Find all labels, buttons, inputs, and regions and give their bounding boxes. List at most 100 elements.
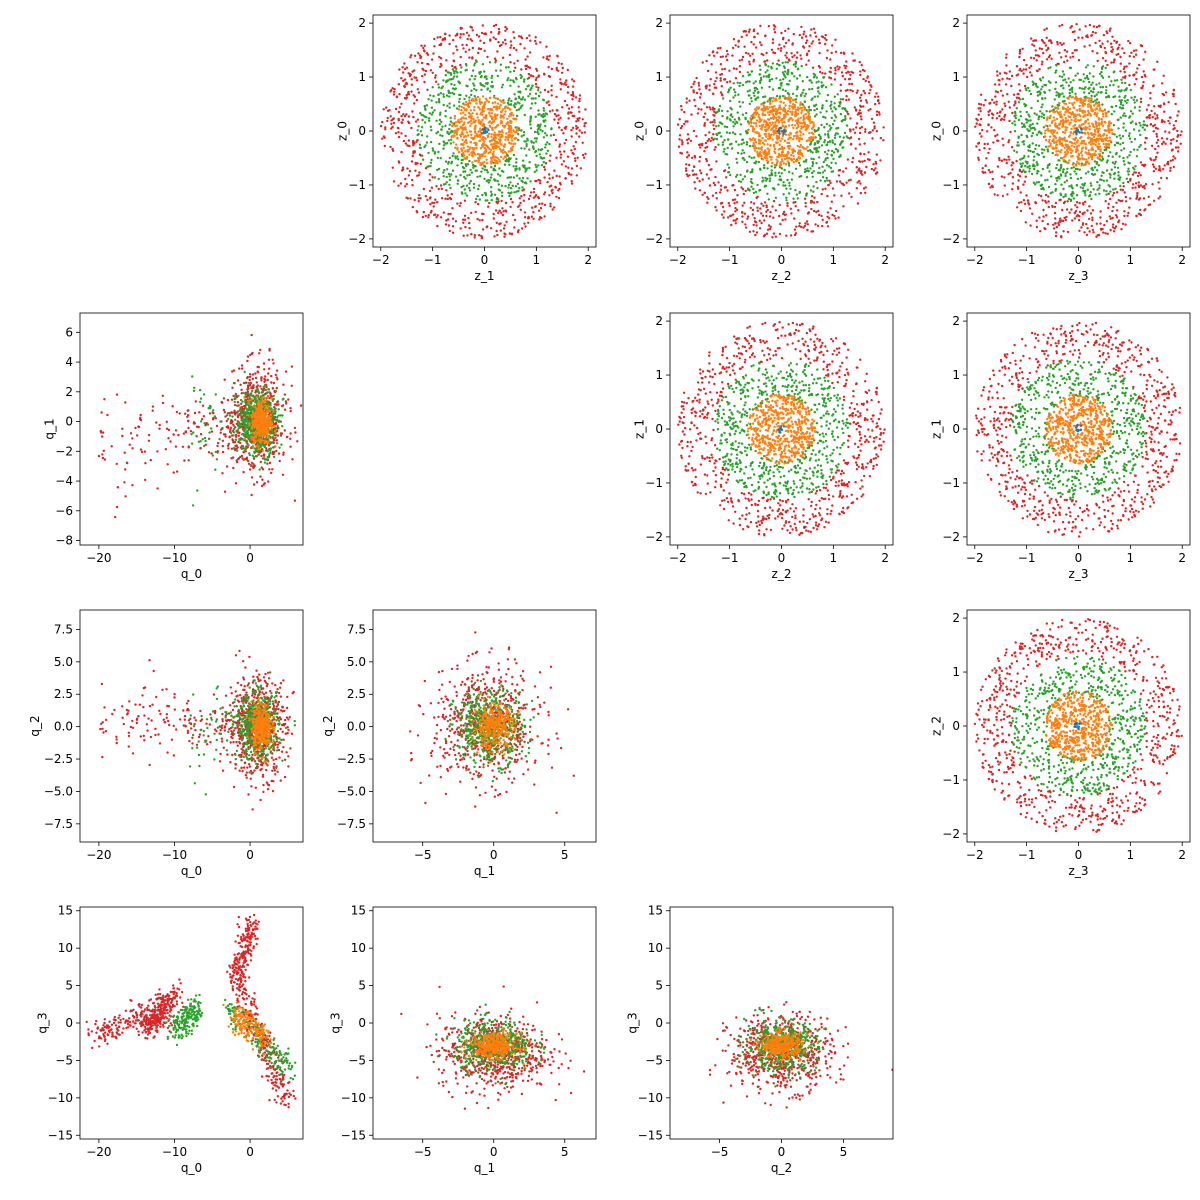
point-series-1 <box>1048 89 1051 92</box>
point-series-0 <box>676 123 680 126</box>
point-series-0 <box>987 123 990 126</box>
point-series-1 <box>466 174 469 177</box>
point-series-0 <box>1025 194 1028 197</box>
point-series-0 <box>812 201 816 204</box>
point-series-0 <box>397 83 400 86</box>
point-series-0 <box>1165 137 1169 140</box>
point-series-2 <box>802 146 805 150</box>
point-series-1 <box>764 62 767 66</box>
point-series-1 <box>832 157 835 161</box>
point-series-0 <box>716 51 719 54</box>
point-series-1 <box>1026 166 1029 169</box>
point-series-2 <box>469 109 472 112</box>
point-series-0 <box>686 151 689 154</box>
point-series-0 <box>724 55 728 58</box>
point-series-2 <box>457 150 461 154</box>
point-series-0 <box>979 93 983 97</box>
point-series-0 <box>548 110 552 113</box>
point-series-1 <box>454 155 457 158</box>
point-series-1 <box>458 100 461 104</box>
point-series-0 <box>713 86 717 89</box>
point-series-0 <box>576 156 579 159</box>
point-series-0 <box>1113 39 1116 42</box>
point-series-1 <box>445 181 448 184</box>
point-series-0 <box>550 84 553 88</box>
point-series-0 <box>1039 230 1042 233</box>
point-series-0 <box>759 24 762 28</box>
point-series-0 <box>748 230 752 233</box>
point-series-1 <box>1039 110 1042 113</box>
point-series-1 <box>1104 91 1108 95</box>
point-series-1 <box>542 119 545 122</box>
point-series-0 <box>753 217 756 220</box>
point-series-1 <box>815 107 819 111</box>
point-series-0 <box>1028 207 1032 210</box>
point-series-0 <box>407 115 411 118</box>
point-series-0 <box>434 198 437 201</box>
point-series-1 <box>1095 98 1099 101</box>
point-series-0 <box>833 214 836 218</box>
point-series-0 <box>1142 58 1145 61</box>
point-series-2 <box>471 137 475 140</box>
point-series-2 <box>798 129 802 133</box>
point-series-1 <box>478 198 482 201</box>
point-series-0 <box>994 134 997 138</box>
point-series-0 <box>815 210 818 214</box>
point-series-1 <box>457 80 460 83</box>
point-series-1 <box>1043 90 1046 94</box>
point-series-1 <box>447 89 450 93</box>
point-series-1 <box>545 152 548 155</box>
point-series-0 <box>998 72 1002 75</box>
point-series-2 <box>501 114 504 118</box>
point-series-0 <box>1121 47 1124 50</box>
point-series-0 <box>1073 30 1076 33</box>
point-series-1 <box>794 98 798 101</box>
point-series-2 <box>784 110 787 113</box>
point-series-0 <box>1149 91 1152 95</box>
point-series-0 <box>433 37 436 41</box>
point-series-0 <box>1157 181 1160 184</box>
point-series-2 <box>773 147 777 151</box>
point-series-1 <box>750 185 753 188</box>
point-series-0 <box>711 106 714 109</box>
point-series-0 <box>724 186 728 189</box>
point-series-0 <box>752 60 755 63</box>
point-series-0 <box>495 200 498 204</box>
point-series-0 <box>1016 185 1020 189</box>
point-series-0 <box>1073 211 1077 215</box>
point-series-0 <box>529 194 532 197</box>
point-series-0 <box>513 226 516 229</box>
point-series-0 <box>452 38 455 42</box>
point-series-2 <box>506 117 509 121</box>
point-series-1 <box>496 180 499 183</box>
point-series-0 <box>743 45 746 48</box>
point-series-0 <box>1146 116 1149 119</box>
point-series-2 <box>514 117 518 120</box>
point-series-2 <box>470 133 473 137</box>
point-series-0 <box>817 209 820 213</box>
point-series-1 <box>460 162 463 165</box>
point-series-0 <box>734 77 738 80</box>
point-series-2 <box>791 112 794 115</box>
point-series-1 <box>770 169 773 172</box>
point-series-0 <box>1018 83 1021 86</box>
point-series-0 <box>548 194 551 197</box>
point-series-2 <box>501 124 505 127</box>
point-series-1 <box>795 88 799 91</box>
point-series-0 <box>531 206 534 209</box>
point-series-0 <box>524 67 528 71</box>
point-series-0 <box>520 68 523 71</box>
point-series-0 <box>384 128 387 131</box>
point-series-1 <box>771 88 775 91</box>
point-series-0 <box>470 211 473 215</box>
point-series-0 <box>772 216 775 219</box>
point-series-1 <box>1069 193 1073 196</box>
point-series-1 <box>1127 173 1130 176</box>
point-series-0 <box>1005 64 1008 67</box>
point-series-1 <box>1119 143 1122 146</box>
point-series-0 <box>520 36 524 40</box>
point-series-1 <box>754 80 757 83</box>
point-series-0 <box>1000 175 1004 178</box>
point-series-0 <box>1099 210 1102 213</box>
point-series-1 <box>1026 135 1029 139</box>
